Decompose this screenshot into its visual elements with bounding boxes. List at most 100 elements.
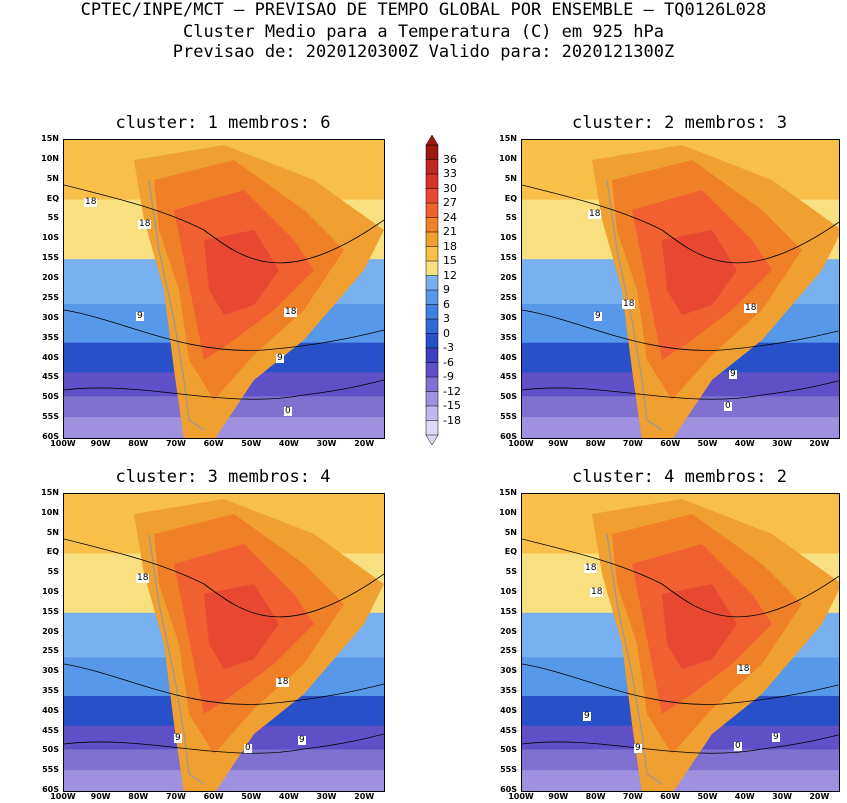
temperature-map-4 — [522, 494, 839, 791]
colorbar-label: 15 — [443, 254, 457, 267]
lon-tick-label: 20W — [354, 439, 375, 448]
lon-tick-label: 60W — [660, 439, 681, 448]
lon-tick-label: 70W — [622, 792, 643, 801]
temperature-map-1 — [64, 140, 384, 438]
lat-tick-label: 50S — [42, 392, 59, 402]
lat-tick-label: 40S — [42, 705, 59, 715]
lon-tick-label: 90W — [548, 439, 569, 448]
colorbar-swatch — [425, 376, 439, 393]
colorbar-label: 6 — [443, 297, 450, 311]
contour-label: 9 — [136, 311, 144, 321]
lon-tick-label: 50W — [697, 439, 718, 448]
lon-tick-label: 80W — [128, 439, 149, 448]
lat-tick-label: 25S — [500, 646, 517, 656]
isotherm-line — [522, 663, 839, 705]
lon-tick-label: 100W — [508, 792, 534, 801]
contour-label: 18 — [622, 299, 636, 309]
isotherm-line — [522, 734, 839, 754]
contour-label: 0 — [724, 401, 732, 411]
lon-tick-label: 70W — [622, 439, 643, 448]
lon-tick-label: 40W — [278, 792, 299, 801]
lat-tick-label: 15S — [500, 606, 517, 616]
colorbar-swatch — [425, 159, 439, 175]
lat-tick-label: 40S — [42, 352, 59, 362]
contour-label: 9 — [729, 369, 737, 379]
lat-tick-label: 55S — [42, 412, 59, 422]
lat-tick-label: 55S — [500, 412, 517, 422]
isotherm-line — [64, 733, 384, 754]
warm-region — [204, 230, 279, 315]
colorbar-graphic — [425, 134, 439, 446]
colorbar-label: 21 — [443, 225, 457, 238]
lon-tick-label: 60W — [203, 792, 224, 801]
lat-tick-label: 10S — [42, 587, 59, 596]
contour-label: 0 — [734, 741, 742, 751]
lat-tick-label: EQ — [46, 547, 59, 557]
colorbar-swatch — [425, 246, 439, 262]
contour-label: 18 — [136, 573, 150, 583]
temperature-band — [522, 417, 839, 438]
contour-label: 9 — [174, 733, 182, 743]
lon-tick-label: 90W — [90, 439, 111, 448]
lat-tick-label: 25S — [42, 292, 59, 302]
colorbar-arrow-bottom — [425, 434, 439, 446]
lat-tick-label: EQ — [504, 547, 517, 557]
colorbar-arrow-top — [425, 134, 439, 146]
lat-tick-label: 5S — [47, 213, 59, 223]
lat-tick-label: 20S — [42, 273, 59, 283]
lat-tick-label: 45S — [42, 372, 59, 382]
lat-tick-label: 30S — [500, 312, 517, 322]
lat-tick-label: 25S — [42, 646, 59, 656]
lon-tick-label: 70W — [165, 792, 186, 801]
lon-tick-label: 50W — [241, 792, 262, 801]
lat-tick-label: 30S — [42, 666, 59, 676]
contour-label: 0 — [284, 406, 292, 416]
colorbar-label: -9 — [443, 370, 454, 383]
lon-tick-label: 80W — [585, 439, 606, 448]
lat-tick-label: 35S — [42, 332, 59, 342]
colorbar-swatch — [425, 391, 439, 407]
colorbar-swatch — [425, 144, 439, 161]
lat-tick-label: 15S — [42, 253, 59, 263]
colorbar-swatch — [425, 173, 439, 190]
chart-title-line3: Previsao de: 2020120300Z Valido para: 20… — [172, 42, 675, 62]
temperature-map-2 — [522, 140, 839, 438]
lat-tick-label: 60S — [500, 785, 517, 794]
colorbar-swatch — [425, 202, 439, 219]
contour-label: 18 — [588, 209, 602, 219]
colorbar-swatch — [425, 275, 439, 291]
isotherm-line — [522, 380, 839, 400]
isotherm-line — [64, 309, 384, 351]
colorbar-swatch — [425, 304, 439, 320]
lat-tick-label: 25S — [500, 292, 517, 302]
isotherm-line — [64, 379, 384, 400]
isotherm-line — [522, 538, 839, 618]
contour-label: 18 — [276, 677, 290, 687]
colorbar-swatch — [425, 318, 439, 335]
lon-tick-label: 20W — [809, 792, 830, 801]
lat-tick-label: 40S — [500, 705, 517, 715]
lon-tick-label: 30W — [316, 792, 337, 801]
lat-tick-label: 60S — [500, 432, 517, 441]
lon-tick-label: 40W — [734, 792, 755, 801]
lon-tick-label: 70W — [165, 439, 186, 448]
panel-title-3: cluster: 3 membros: 4 — [115, 467, 331, 487]
lat-tick-label: 45S — [500, 725, 517, 735]
colorbar-swatch — [425, 188, 439, 204]
lat-tick-label: 35S — [42, 686, 59, 695]
contour-label: 9 — [276, 353, 284, 363]
lon-tick-label: 60W — [660, 792, 681, 801]
contour-label: 18 — [284, 307, 298, 317]
panel-title-2: cluster: 2 membros: 3 — [572, 113, 787, 133]
colorbar-legend: 36 33 30 27 24 21 18 15 12 9 6 3 0 -3 -6 -9 -12 -15 -18 — [423, 134, 483, 446]
lat-tick-label: 55S — [500, 765, 517, 775]
lon-tick-label: 50W — [697, 792, 718, 801]
lat-tick-label: 35S — [500, 332, 517, 342]
colorbar-label: -12 — [443, 384, 461, 398]
colorbar-swatch — [425, 260, 439, 277]
lat-tick-label: 5N — [46, 527, 59, 537]
colorbar-label: 27 — [443, 196, 457, 209]
lat-tick-label: 10S — [500, 233, 517, 243]
lat-tick-label: 15N — [41, 134, 59, 143]
temperature-band — [64, 770, 384, 791]
